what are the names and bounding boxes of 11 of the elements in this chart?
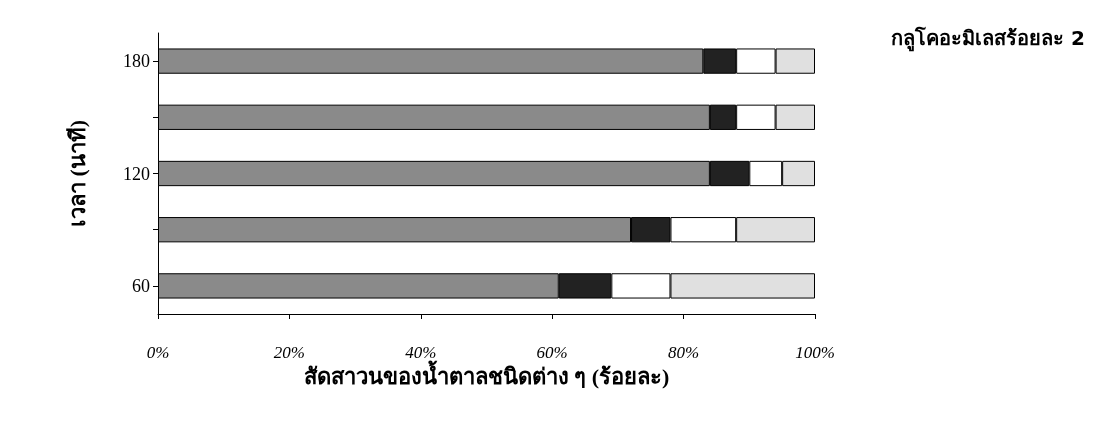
x-tick-label: 0% <box>146 343 170 362</box>
x-tick-label: 20% <box>273 343 305 362</box>
x-axis-title: สัดสาวนของน้ำตาลชนิดต่าง ๆ (ร้อยละ) <box>303 360 670 390</box>
x-tick-label: 80% <box>668 343 700 362</box>
y-tick-label: 60 <box>132 275 150 296</box>
y-tick-label: 120 <box>123 163 150 184</box>
x-tick-label: 60% <box>536 343 568 362</box>
y-axis-title: เวลา (นาที) <box>64 119 90 228</box>
y-tick-label: 180 <box>123 51 150 72</box>
x-tick-label: 100% <box>795 343 835 362</box>
text: กลูโคอะมิเลสร้อยละ 2 <box>891 26 1086 52</box>
